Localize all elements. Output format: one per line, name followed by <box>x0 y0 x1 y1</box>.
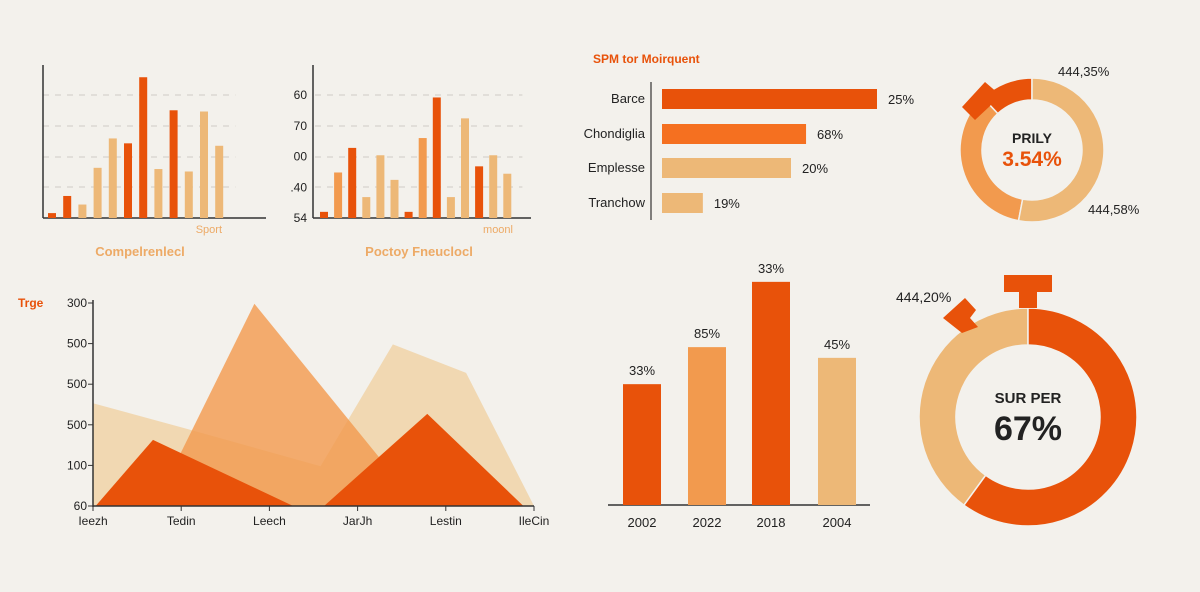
category-label: Emplesse <box>588 160 645 175</box>
value-label: 33% <box>758 261 784 276</box>
donut-center-value: 3.54% <box>1002 148 1062 171</box>
x-tick-label: IleCin <box>519 514 550 528</box>
donut-center-title: SUR PER <box>995 390 1062 407</box>
y-tick-label: 54 <box>294 211 308 225</box>
bar <box>662 193 703 213</box>
y-tick-label: 300 <box>67 296 87 310</box>
bar <box>662 89 877 109</box>
bar <box>124 143 132 218</box>
x-tick-label: Lestin <box>430 514 462 528</box>
bar <box>432 97 441 218</box>
bar <box>404 211 413 218</box>
donut-label: 444,35% <box>1058 64 1110 79</box>
stopwatch-side-button <box>943 298 978 333</box>
x-tick-label: Tedin <box>167 514 196 528</box>
bar <box>446 197 455 218</box>
bar <box>215 145 224 218</box>
bar <box>139 77 148 219</box>
donut-label: 444,58% <box>1088 202 1140 217</box>
donut-slice <box>918 307 1029 507</box>
x-tick-label: JarJh <box>343 514 372 528</box>
x-tick-label: Leech <box>253 514 286 528</box>
stopwatch-stem <box>1019 290 1037 308</box>
chart-title: SPM tor Moirquent <box>593 52 700 66</box>
corner-label: Sport <box>196 224 222 236</box>
donut-tab <box>962 82 999 120</box>
bar <box>184 171 193 218</box>
x-tick-label: Ieezh <box>78 514 107 528</box>
chart-title: Compelrenlecl <box>95 244 185 259</box>
y-tick-label: 60 <box>294 88 308 102</box>
category-label: 2004 <box>823 515 852 530</box>
y-tick-label: 70 <box>294 119 308 133</box>
bar <box>752 281 790 505</box>
value-label: 85% <box>694 326 720 341</box>
donut-slice <box>1017 77 1105 223</box>
donut-chart-large: 444,20% SUR PER 67% <box>896 275 1138 527</box>
bar <box>108 138 117 218</box>
bar <box>362 197 371 218</box>
bar <box>154 169 163 218</box>
donut-center-title: PRILY <box>1012 130 1053 146</box>
area-chart: Trge 60 100 500 500 500 300 Ieezh Tedin Leech Jar… <box>18 296 549 528</box>
area-series-mid <box>157 303 393 506</box>
bar <box>503 173 512 218</box>
category-label: Tranchow <box>588 195 645 210</box>
chart-title: Poctoy Fneuclocl <box>365 244 473 259</box>
value-label: 68% <box>817 127 843 142</box>
bar <box>200 111 208 218</box>
bar <box>461 118 469 218</box>
bar <box>418 138 427 218</box>
bar <box>169 110 178 218</box>
bar <box>348 147 357 218</box>
value-label: 33% <box>629 363 655 378</box>
bar <box>78 204 87 218</box>
y-tick-label: 500 <box>67 418 87 432</box>
y-tick-label: 100 <box>67 458 87 472</box>
category-label: Barce <box>611 91 645 106</box>
value-label: 20% <box>802 161 828 176</box>
bar-chart-1: Sport Compelrenlecl <box>42 65 266 259</box>
value-label: 25% <box>888 92 914 107</box>
y-tick-label: 500 <box>67 337 87 351</box>
category-label: 2018 <box>757 515 786 530</box>
category-label: 2002 <box>628 515 657 530</box>
bar <box>623 384 661 505</box>
category-label: Chondiglia <box>584 126 646 141</box>
bar <box>475 166 484 218</box>
value-label: 19% <box>714 196 740 211</box>
bar <box>48 213 56 218</box>
area-series-red2 <box>324 413 524 506</box>
bar <box>489 155 498 218</box>
bar <box>93 167 102 218</box>
stopwatch-button <box>1004 275 1052 292</box>
donut-chart-small: 444,35% 444,58% PRILY 3.54% <box>959 64 1140 223</box>
donut-center-value: 67% <box>994 410 1062 448</box>
bar <box>390 179 399 218</box>
donut-label: 444,20% <box>896 289 951 305</box>
y-tick-label: .40 <box>290 180 307 194</box>
bar-chart-2: moonl Poctoy Fneuclocl 54 .40 00 70 60 <box>290 65 531 259</box>
value-label: 45% <box>824 337 850 352</box>
category-label: 2022 <box>693 515 722 530</box>
bar <box>662 124 807 144</box>
bar <box>63 195 72 218</box>
y-tick-label: 60 <box>74 499 88 513</box>
bar <box>376 155 385 218</box>
bar <box>320 211 328 218</box>
bar <box>334 172 343 218</box>
vertical-bar-chart: 33% 2002 85% 2022 33% 2018 45% 2004 <box>608 261 870 530</box>
donut-slice <box>962 307 1138 527</box>
bar <box>688 347 726 505</box>
corner-label: moonl <box>483 224 513 236</box>
bar <box>662 158 791 178</box>
y-tick-label: 500 <box>67 377 87 391</box>
horizontal-bar-chart: SPM tor Moirquent Barce 25% Chondiglia 68% E… <box>584 52 914 220</box>
y-tick-label: 00 <box>294 150 308 164</box>
bar <box>818 357 856 505</box>
chart-title: Trge <box>18 296 44 310</box>
area-series-red1 <box>95 439 294 506</box>
